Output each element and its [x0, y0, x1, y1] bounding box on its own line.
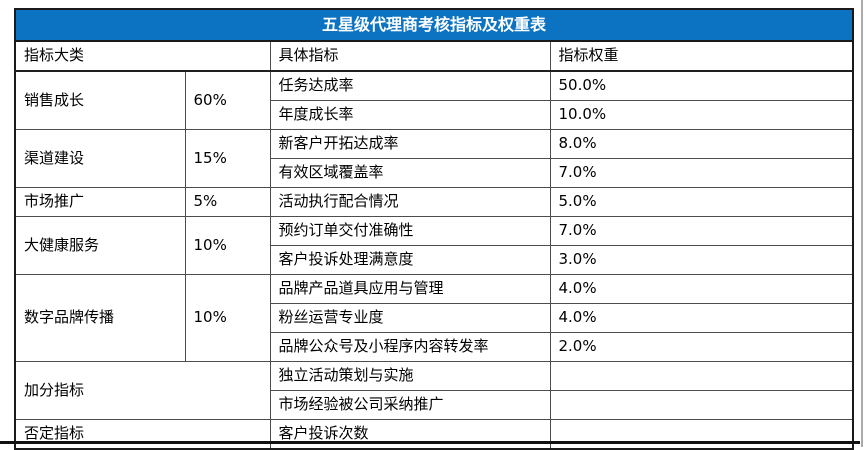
- weight-cell: 5.0%: [549, 187, 854, 217]
- header-indicator: 具体指标: [269, 40, 551, 72]
- weight-cell: 8.0%: [549, 129, 854, 159]
- weight-cell: 7.0%: [549, 158, 854, 188]
- table-title: 五星级代理商考核指标及权重表: [14, 8, 854, 42]
- table-row: 市场推广 5% 活动执行配合情况 5.0%: [14, 187, 854, 217]
- category-cell: 销售成长: [14, 70, 186, 130]
- indicator-cell: 独立活动策划与实施: [269, 361, 551, 391]
- indicator-cell: 有效区域覆盖率: [269, 158, 551, 188]
- category-cell: 数字品牌传播: [14, 274, 186, 362]
- weight-cell: 4.0%: [549, 303, 854, 333]
- table-row: 加分指标 独立活动策划与实施: [14, 361, 854, 420]
- category-weight-cell: 10%: [184, 274, 271, 362]
- weight-cell: [549, 361, 854, 391]
- table-row: 否定指标 客户投诉次数: [14, 419, 854, 450]
- indicator-cell: 品牌产品道具应用与管理: [269, 274, 551, 304]
- table-row: 客户投诉处理满意度 3.0%: [15, 245, 854, 275]
- category-weight-cell: 5%: [184, 187, 271, 217]
- table-row: 销售成长 60% 任务达成率 50.0%: [14, 70, 854, 130]
- category-cell: 否定指标: [14, 419, 271, 450]
- weight-cell: 7.0%: [549, 216, 854, 246]
- weight-cell: 4.0%: [549, 274, 854, 304]
- weight-cell: 50.0%: [549, 70, 854, 101]
- weight-cell: 3.0%: [549, 245, 854, 275]
- weight-cell: [549, 390, 854, 420]
- table-header-row: 指标大类 具体指标 指标权重: [14, 40, 854, 72]
- table-row: 品牌公众号及小程序内容转发率 2.0%: [15, 332, 854, 362]
- indicator-cell: 客户投诉处理满意度: [269, 245, 551, 275]
- table-row: 渠道建设 15% 新客户开拓达成率 8.0%: [14, 129, 854, 188]
- category-cell: 大健康服务: [14, 216, 186, 275]
- table-row: 有效区域覆盖率 7.0%: [15, 158, 854, 188]
- page-bottom-border: [0, 441, 860, 444]
- header-category: 指标大类: [14, 40, 271, 72]
- weight-cell: 10.0%: [549, 100, 854, 130]
- table-row: 年度成长率 10.0%: [15, 100, 854, 130]
- indicator-cell: 任务达成率: [269, 70, 551, 101]
- page-right-border: [861, 0, 863, 447]
- indicator-cell: 年度成长率: [269, 100, 551, 130]
- table-title-row: 五星级代理商考核指标及权重表: [14, 8, 854, 42]
- indicator-cell: 活动执行配合情况: [269, 187, 551, 217]
- category-weight-cell: 60%: [184, 70, 271, 130]
- table-row: 市场经验被公司采纳推广: [15, 390, 854, 420]
- category-weight-cell: 10%: [184, 216, 271, 275]
- category-cell: 市场推广: [14, 187, 186, 217]
- weight-cell: [549, 419, 854, 450]
- indicator-cell: 品牌公众号及小程序内容转发率: [269, 332, 551, 362]
- table-row: 粉丝运营专业度 4.0%: [15, 303, 854, 333]
- kpi-table: 五星级代理商考核指标及权重表 指标大类 具体指标 指标权重 销售成长 60% 任…: [14, 8, 855, 450]
- table-row: 数字品牌传播 10% 品牌产品道具应用与管理 4.0%: [14, 274, 854, 362]
- indicator-cell: 客户投诉次数: [269, 419, 551, 450]
- indicator-cell: 粉丝运营专业度: [269, 303, 551, 333]
- indicator-cell: 市场经验被公司采纳推广: [269, 390, 551, 420]
- indicator-cell: 预约订单交付准确性: [269, 216, 551, 246]
- indicator-cell: 新客户开拓达成率: [269, 129, 551, 159]
- category-cell: 加分指标: [14, 361, 271, 420]
- category-weight-cell: 15%: [184, 129, 271, 188]
- category-cell: 渠道建设: [14, 129, 186, 188]
- header-weight: 指标权重: [549, 40, 854, 72]
- weight-cell: 2.0%: [549, 332, 854, 362]
- table-row: 大健康服务 10% 预约订单交付准确性 7.0%: [14, 216, 854, 275]
